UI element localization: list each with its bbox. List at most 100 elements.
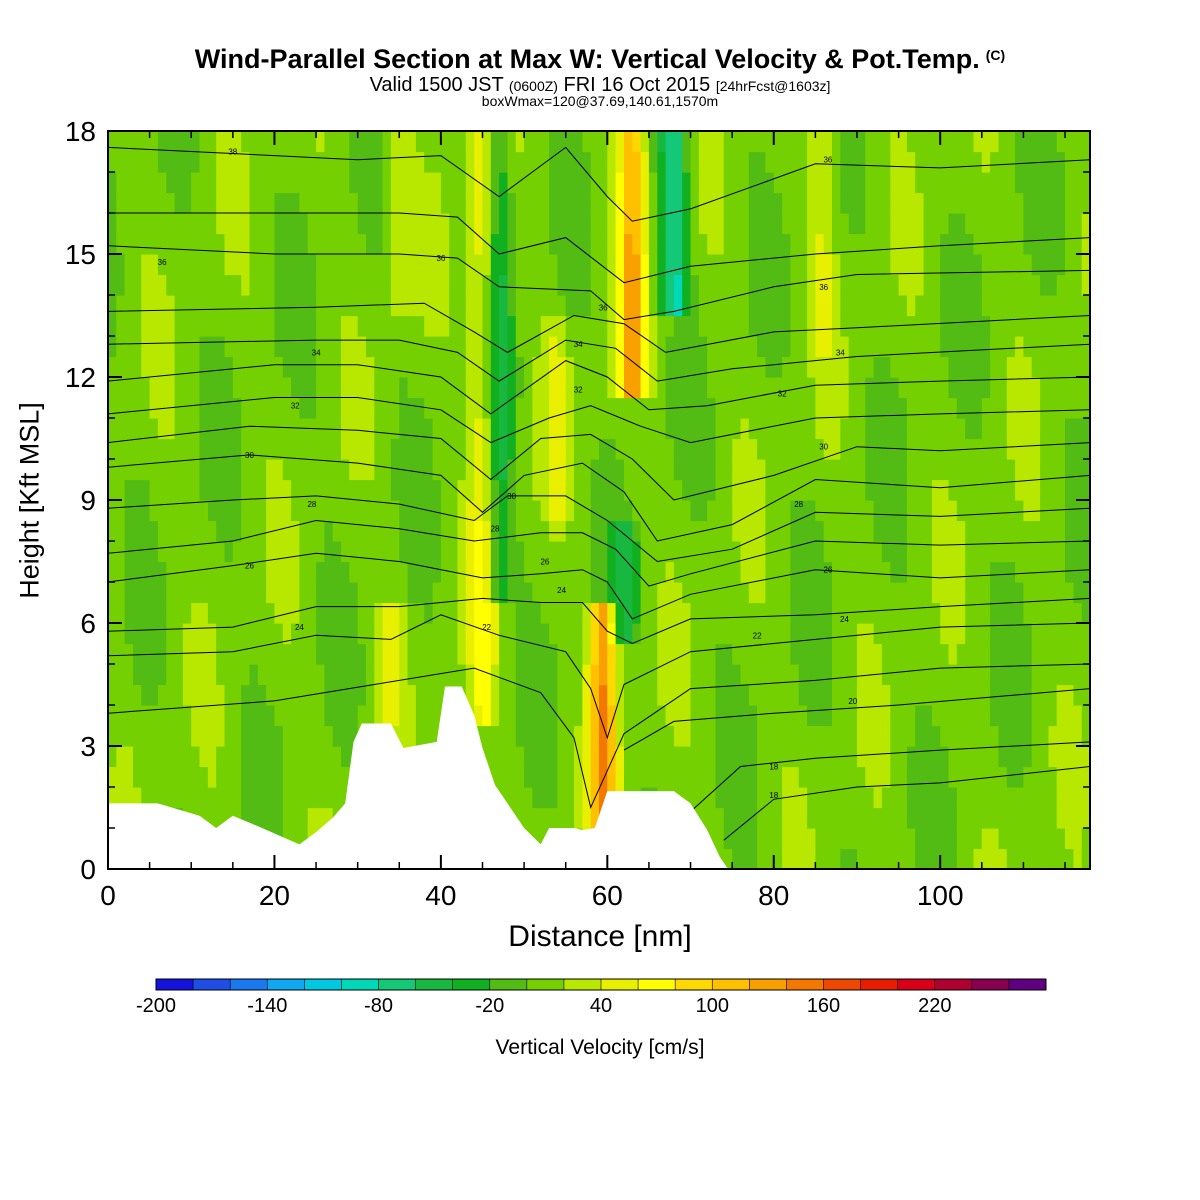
- velocity-cell: [748, 479, 758, 501]
- velocity-cell: [923, 602, 933, 624]
- velocity-cell: [773, 807, 783, 829]
- velocity-cell: [1023, 582, 1033, 604]
- velocity-cell: [940, 233, 950, 255]
- velocity-cell: [673, 725, 683, 747]
- velocity-cell: [790, 541, 800, 563]
- velocity-cell: [249, 500, 259, 522]
- velocity-cell: [582, 643, 592, 665]
- velocity-cell: [507, 623, 517, 645]
- velocity-cell: [1065, 561, 1074, 583]
- velocity-cell: [324, 787, 334, 809]
- velocity-cell: [457, 295, 467, 317]
- velocity-cell: [515, 766, 525, 788]
- velocity-cell: [832, 725, 841, 747]
- velocity-cell: [1048, 664, 1058, 686]
- velocity-cell: [832, 254, 841, 276]
- velocity-cell: [798, 602, 808, 624]
- velocity-cell: [249, 664, 259, 686]
- velocity-cell: [191, 643, 201, 665]
- velocity-cell: [449, 274, 459, 296]
- velocity-cell: [474, 541, 484, 563]
- velocity-cell: [332, 418, 342, 440]
- velocity-cell: [873, 684, 883, 706]
- velocity-cell: [1065, 418, 1074, 440]
- velocity-cell: [174, 336, 184, 358]
- velocity-cell: [207, 664, 217, 686]
- velocity-cell: [665, 418, 675, 440]
- velocity-cell: [707, 746, 717, 768]
- velocity-cell: [174, 561, 184, 583]
- velocity-cell: [216, 705, 226, 727]
- velocity-cell: [524, 418, 533, 440]
- velocity-cell: [341, 705, 350, 727]
- velocity-cell: [565, 725, 575, 747]
- velocity-cell: [740, 766, 750, 788]
- velocity-cell: [698, 438, 708, 460]
- velocity-cell: [632, 377, 642, 399]
- velocity-cell: [973, 828, 983, 850]
- velocity-cell: [690, 664, 700, 686]
- velocity-cell: [349, 643, 359, 665]
- velocity-cell: [965, 787, 975, 809]
- velocity-cell: [973, 356, 983, 378]
- velocity-cell: [807, 377, 816, 399]
- velocity-cell: [748, 274, 758, 296]
- velocity-cell: [707, 295, 717, 317]
- velocity-cell: [490, 131, 500, 153]
- velocity-cell: [557, 766, 567, 788]
- velocity-cell: [790, 807, 800, 829]
- velocity-cell: [291, 807, 300, 829]
- velocity-cell: [1006, 397, 1016, 419]
- contour-label: 32: [291, 402, 300, 411]
- velocity-cell: [873, 520, 883, 542]
- velocity-cell: [274, 336, 284, 358]
- velocity-cell: [923, 151, 933, 173]
- velocity-cell: [657, 582, 667, 604]
- velocity-cell: [540, 233, 550, 255]
- velocity-cell: [182, 602, 192, 624]
- colorbar-swatch: [267, 979, 305, 990]
- velocity-cell: [499, 233, 508, 255]
- velocity-cell: [324, 459, 334, 481]
- velocity-cell: [782, 725, 791, 747]
- velocity-cell: [865, 643, 875, 665]
- velocity-cell: [399, 582, 409, 604]
- velocity-cell: [574, 377, 583, 399]
- velocity-cell: [998, 582, 1008, 604]
- contour-label: 34: [312, 348, 321, 357]
- velocity-cell: [141, 336, 151, 358]
- velocity-cell: [515, 684, 525, 706]
- velocity-cell: [1023, 315, 1033, 337]
- velocity-cell: [682, 520, 692, 542]
- velocity-cell: [507, 274, 517, 296]
- velocity-cell: [798, 131, 808, 153]
- velocity-cell: [923, 684, 933, 706]
- velocity-cell: [191, 254, 201, 276]
- velocity-cell: [116, 705, 126, 727]
- velocity-cell: [740, 418, 750, 440]
- velocity-cell: [174, 787, 184, 809]
- velocity-cell: [440, 479, 450, 501]
- velocity-cell: [232, 541, 242, 563]
- velocity-cell: [1006, 746, 1016, 768]
- velocity-cell: [790, 479, 800, 501]
- velocity-cell: [632, 233, 642, 255]
- velocity-cell: [224, 459, 234, 481]
- velocity-cell: [474, 213, 484, 235]
- velocity-cell: [998, 418, 1008, 440]
- y-tick-label: 0: [80, 854, 96, 885]
- velocity-cell: [357, 520, 367, 542]
- y-tick-label: 6: [80, 608, 96, 639]
- colorbar-tick-label: -20: [475, 995, 504, 1017]
- velocity-cell: [1031, 848, 1041, 869]
- velocity-cell: [166, 664, 176, 686]
- velocity-cell: [832, 582, 841, 604]
- velocity-cell: [532, 766, 542, 788]
- velocity-cell: [823, 541, 833, 563]
- velocity-cell: [732, 295, 742, 317]
- velocity-cell: [640, 233, 650, 255]
- velocity-cell: [1015, 705, 1024, 727]
- velocity-cell: [823, 213, 833, 235]
- velocity-cell: [923, 705, 933, 727]
- velocity-cell: [715, 131, 725, 153]
